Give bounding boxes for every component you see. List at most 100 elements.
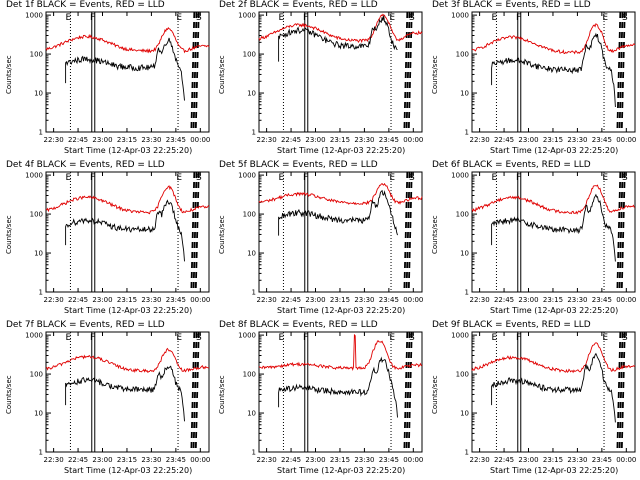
detector-panel: Det 7f BLACK = Events, RED = LLD Counts/s… — [0, 320, 213, 480]
marker-label: E — [279, 333, 285, 343]
x-axis-label: Start Time (12-Apr-03 22:25:20) — [490, 146, 619, 155]
detector-panel: Det 5f BLACK = Events, RED = LLD Counts/s… — [213, 160, 426, 320]
events-series-line — [65, 37, 185, 101]
marker-label: E — [66, 333, 72, 343]
plot-area: 1 10 100 1000 22:30 22:45 23:00 23:15 23:30 23:45… — [238, 11, 423, 144]
y-tick-label: 100 — [456, 211, 469, 219]
x-tick-label: 00:00 — [190, 296, 210, 304]
plot-area: 1 10 100 1000 22:30 22:45 23:00 23:15 23:30 23:45… — [25, 331, 210, 464]
y-tick-label: 1 — [465, 129, 469, 137]
marker-label: S — [196, 173, 202, 183]
detector-panel: Det 9f BLACK = Events, RED = LLD Counts/s… — [426, 320, 639, 480]
panel-title: Det 3f BLACK = Events, RED = LLD — [432, 0, 591, 10]
x-tick-label: 00:00 — [616, 296, 636, 304]
marker-line-s — [620, 331, 626, 453]
x-tick-label: 23:45 — [592, 456, 612, 464]
events-series-line — [65, 199, 185, 262]
marker-line-s — [618, 11, 624, 133]
marker-label: E — [389, 173, 395, 183]
marker-line-s — [616, 331, 622, 453]
y-tick-label: 100 — [30, 371, 43, 379]
y-tick-label: 1 — [252, 449, 256, 457]
lld-series-line — [258, 13, 423, 44]
axes-frame — [45, 11, 210, 133]
marker-line-s — [620, 11, 626, 133]
marker-line-s — [616, 11, 622, 133]
panel-title: Det 2f BLACK = Events, RED = LLD — [219, 0, 378, 10]
marker-line-s — [405, 11, 411, 133]
x-axis-label: Start Time (12-Apr-03 22:25:20) — [64, 466, 193, 475]
plot-area: 1 10 100 1000 22:30 22:45 23:00 23:15 23:30 23:45… — [25, 11, 210, 144]
marker-label: E — [66, 173, 72, 183]
panel-title: Det 6f BLACK = Events, RED = LLD — [432, 160, 591, 170]
marker-label: F — [303, 333, 308, 343]
marker-line-s — [403, 331, 409, 453]
x-axis-label: Start Time (12-Apr-03 22:25:20) — [277, 306, 406, 315]
x-tick-label: 23:00 — [518, 136, 538, 144]
y-tick-label: 1000 — [451, 12, 469, 20]
detector-panel: Det 1f BLACK = Events, RED = LLD Counts/s… — [0, 0, 213, 160]
y-tick-label: 1000 — [238, 12, 256, 20]
y-tick-label: 1 — [465, 449, 469, 457]
marker-label: S — [622, 173, 628, 183]
y-tick-label: 1 — [39, 289, 43, 297]
x-tick-label: 23:30 — [354, 136, 374, 144]
x-tick-label: 22:30 — [470, 136, 490, 144]
marker-label: E — [279, 13, 285, 23]
x-tick-label: 22:30 — [44, 296, 64, 304]
x-tick-label: 23:30 — [354, 456, 374, 464]
lld-series-line — [471, 342, 636, 374]
x-tick-label: 23:15 — [330, 296, 350, 304]
x-tick-label: 23:30 — [567, 136, 587, 144]
x-tick-label: 22:45 — [281, 456, 301, 464]
plot-area: 1 10 100 1000 22:30 22:45 23:00 23:15 23:30 23:45… — [25, 171, 210, 304]
y-tick-label: 1000 — [25, 172, 43, 180]
marker-line-s — [190, 11, 196, 133]
marker-line-s — [194, 331, 200, 453]
x-tick-label: 22:30 — [257, 136, 277, 144]
marker-line-s — [407, 171, 413, 293]
x-axis-label: Start Time (12-Apr-03 22:25:20) — [490, 306, 619, 315]
x-tick-label: 23:15 — [543, 456, 563, 464]
panel-title: Det 5f BLACK = Events, RED = LLD — [219, 160, 378, 170]
marker-label: F — [90, 333, 95, 343]
y-tick-label: 100 — [30, 51, 43, 59]
marker-label: E — [492, 173, 498, 183]
events-series-line — [491, 32, 616, 108]
plot-area: 1 10 100 1000 22:30 22:45 23:00 23:15 23:30 23:45… — [451, 331, 636, 464]
marker-line-s — [405, 171, 411, 293]
x-tick-label: 23:00 — [92, 456, 112, 464]
events-series-line — [278, 15, 398, 62]
x-tick-label: 23:00 — [305, 136, 325, 144]
axes-frame — [45, 171, 210, 293]
x-tick-label: 23:00 — [305, 456, 325, 464]
x-tick-label: 22:45 — [68, 296, 88, 304]
x-tick-label: 00:00 — [616, 456, 636, 464]
y-tick-label: 100 — [243, 51, 256, 59]
x-axis-label: Start Time (12-Apr-03 22:25:20) — [490, 466, 619, 475]
x-axis-label: Start Time (12-Apr-03 22:25:20) — [64, 306, 193, 315]
marker-label: E — [389, 333, 395, 343]
lld-series-line — [258, 333, 423, 371]
y-tick-label: 1000 — [451, 332, 469, 340]
x-tick-label: 23:00 — [92, 296, 112, 304]
detector-panel: Det 8f BLACK = Events, RED = LLD Counts/s… — [213, 320, 426, 480]
x-tick-label: 23:45 — [166, 296, 186, 304]
lld-series-line — [258, 182, 423, 206]
marker-line-s — [190, 171, 196, 293]
axes-frame — [258, 171, 423, 293]
marker-label: E — [279, 173, 285, 183]
x-tick-label: 22:45 — [494, 296, 514, 304]
x-tick-label: 23:45 — [379, 456, 399, 464]
y-tick-label: 1 — [39, 449, 43, 457]
marker-label: F — [90, 173, 95, 183]
y-tick-label: 1000 — [451, 172, 469, 180]
y-tick-label: 10 — [34, 410, 43, 418]
marker-label: F — [516, 333, 521, 343]
marker-line-s — [194, 171, 200, 293]
x-tick-label: 00:00 — [403, 296, 423, 304]
y-tick-label: 1000 — [25, 332, 43, 340]
x-tick-label: 22:45 — [68, 136, 88, 144]
marker-label: E — [66, 13, 72, 23]
x-tick-label: 22:45 — [494, 456, 514, 464]
